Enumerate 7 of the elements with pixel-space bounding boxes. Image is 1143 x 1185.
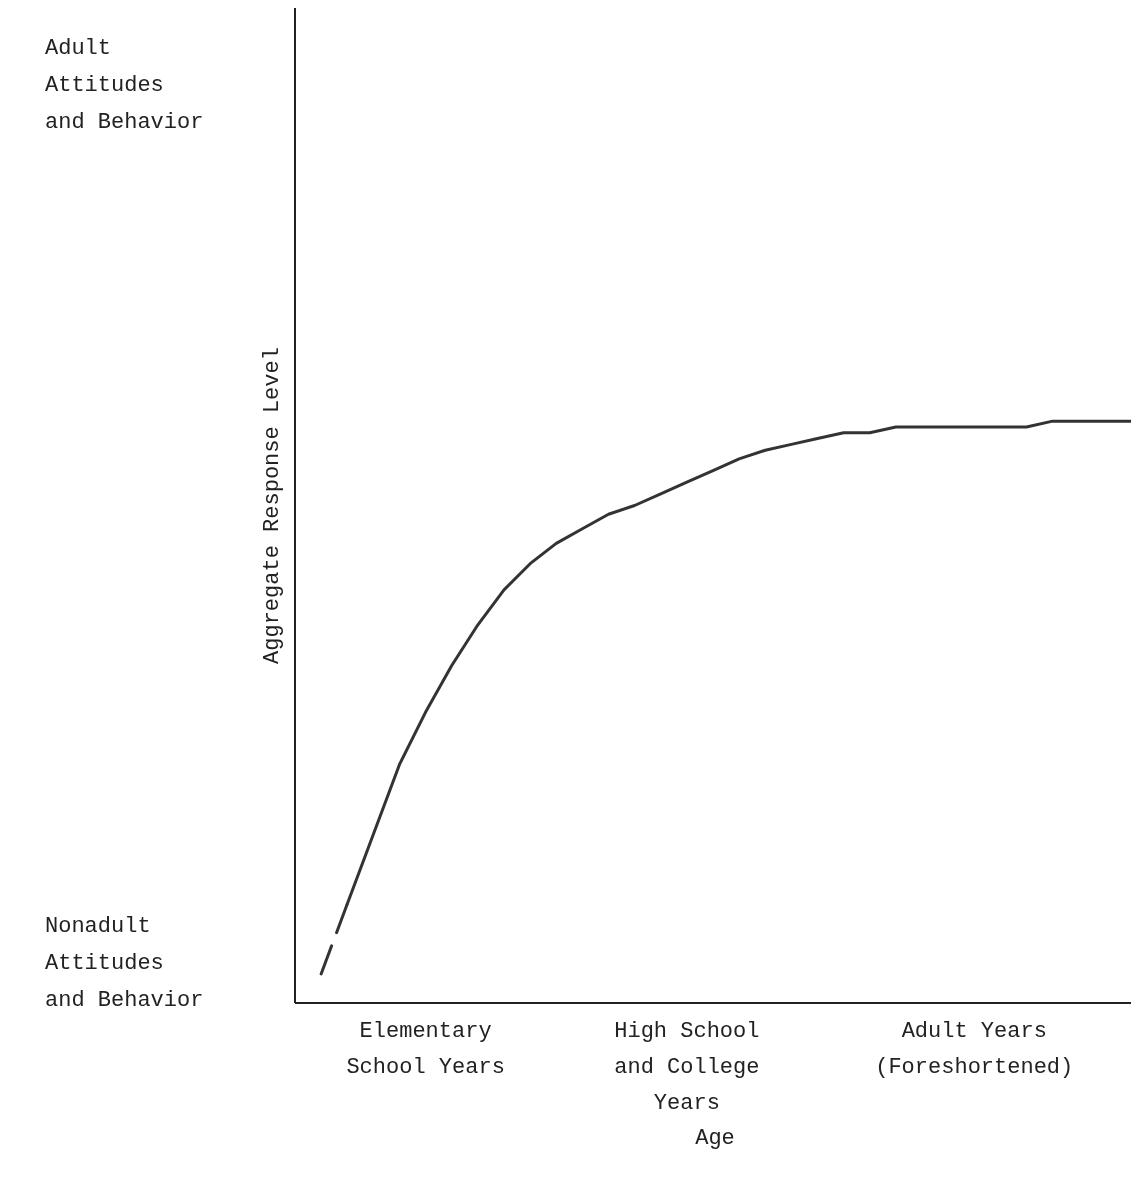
x-axis-title: Age (695, 1126, 735, 1151)
x-tick-label: High School and College Years (614, 1019, 760, 1116)
axis-end-label: Nonadult Attitudes and Behavior (45, 913, 205, 1015)
x-tick-label: Elementary School Years (346, 1019, 505, 1080)
axis-end-label: Adult Attitudes and Behavior (45, 35, 205, 137)
x-tick-label: Adult Years (Foreshortened) (875, 1019, 1074, 1080)
y-axis-title: Aggregate Response Level (259, 347, 285, 664)
